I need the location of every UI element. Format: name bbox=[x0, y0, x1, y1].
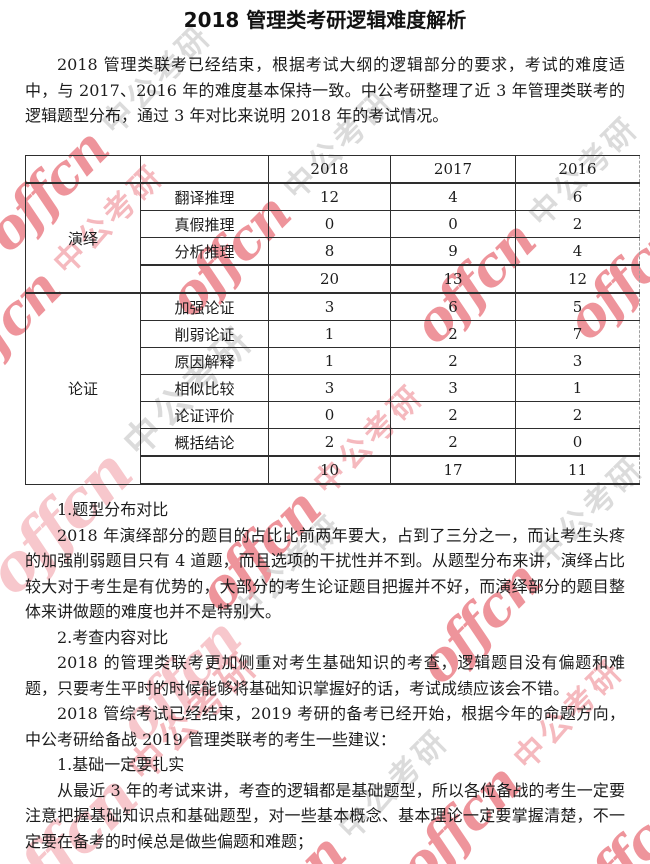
value-cell: 2 bbox=[390, 320, 516, 348]
subtotal-cell: 10 bbox=[268, 455, 391, 485]
analysis-sections: 1.题型分布对比 2018 年演绎部分的题目的占比比前两年要大，占到了三分之一，… bbox=[25, 497, 625, 854]
value-cell: 0 bbox=[268, 401, 391, 429]
paragraph-2019-advice: 2018 管综考试已经结束，2019 考研的备考已经开始，根据今年的命题方向，中… bbox=[25, 704, 625, 749]
subtotal-cell: 20 bbox=[268, 264, 391, 294]
subtotal-cell: 17 bbox=[390, 455, 516, 485]
table-header-row: 2018 2017 2016 bbox=[25, 155, 640, 184]
type-cell: 概括结论 bbox=[140, 428, 269, 457]
value-cell: 6 bbox=[390, 292, 516, 321]
type-cell: 论证评价 bbox=[140, 401, 269, 429]
value-cell: 9 bbox=[390, 237, 516, 266]
value-cell: 0 bbox=[268, 210, 391, 238]
table-row: 论证评价 0 2 2 bbox=[26, 401, 640, 429]
value-cell: 2 bbox=[390, 401, 516, 429]
subtotal-cell: 11 bbox=[515, 455, 640, 485]
type-cell bbox=[140, 455, 269, 485]
value-cell: 1 bbox=[268, 347, 391, 375]
intro-paragraph: 2018 管理类联考已经结束，根据考试大纲的逻辑部分的要求，考试的难度适中，与 … bbox=[25, 55, 625, 125]
value-cell: 3 bbox=[268, 292, 391, 321]
value-cell: 4 bbox=[515, 237, 640, 266]
type-cell: 加强论证 bbox=[140, 292, 269, 321]
value-cell: 0 bbox=[390, 210, 516, 238]
section-heading-foundation: 1.基础一定要扎实 bbox=[57, 755, 185, 774]
value-cell: 7 bbox=[515, 320, 640, 348]
type-cell: 原因解释 bbox=[140, 347, 269, 375]
value-cell: 1 bbox=[515, 374, 640, 402]
section-heading-distribution: 1.题型分布对比 bbox=[57, 500, 169, 519]
subtotal-cell: 12 bbox=[515, 264, 640, 294]
value-cell: 6 bbox=[515, 182, 640, 211]
type-cell: 真假推理 bbox=[140, 210, 269, 238]
header-cell-type bbox=[140, 155, 269, 184]
value-cell: 8 bbox=[268, 237, 391, 266]
table-row: 削弱论证 1 2 7 bbox=[26, 320, 640, 348]
value-cell: 3 bbox=[268, 374, 391, 402]
value-cell: 2 bbox=[268, 428, 391, 457]
table-row: 分析推理 8 9 4 bbox=[26, 237, 640, 266]
type-cell bbox=[140, 264, 269, 294]
value-cell: 2 bbox=[515, 210, 640, 238]
table-row: 真假推理 0 0 2 bbox=[26, 210, 640, 238]
header-cell-2017: 2017 bbox=[390, 155, 516, 184]
type-cell: 分析推理 bbox=[140, 237, 269, 266]
group-cell-deduction: 演绎 bbox=[25, 182, 141, 294]
type-cell: 削弱论证 bbox=[140, 320, 269, 348]
value-cell: 4 bbox=[390, 182, 516, 211]
type-cell: 翻译推理 bbox=[140, 182, 269, 211]
value-cell: 2 bbox=[515, 401, 640, 429]
type-cell: 相似比较 bbox=[140, 374, 269, 402]
question-type-table: 2018 2017 2016 演绎 翻译推理 12 4 6 真假推理 0 0 2… bbox=[25, 155, 640, 485]
section-body-foundation: 从最近 3 年的考试来讲，考查的逻辑都是基础题型，所以各位备战的考生一定要注意把… bbox=[25, 780, 625, 851]
section-heading-content: 2.考查内容对比 bbox=[57, 627, 169, 647]
subtotal-cell: 13 bbox=[390, 264, 516, 294]
value-cell: 2 bbox=[390, 428, 516, 457]
value-cell: 1 bbox=[268, 320, 391, 348]
table-subtotal-row: 10 17 11 bbox=[26, 455, 640, 485]
header-cell-2016: 2016 bbox=[515, 155, 640, 184]
value-cell: 5 bbox=[515, 292, 640, 321]
page-title: 2018 管理类考研逻辑难度解析 bbox=[183, 8, 467, 32]
header-cell-group bbox=[25, 155, 141, 184]
table-row: 原因解释 1 2 3 bbox=[26, 347, 640, 375]
group-cell-argument: 论证 bbox=[25, 292, 141, 485]
table-row: 演绎 翻译推理 12 4 6 bbox=[25, 182, 640, 294]
table-row: 概括结论 2 2 0 bbox=[26, 428, 640, 457]
value-cell: 3 bbox=[390, 374, 516, 402]
value-cell: 12 bbox=[268, 182, 391, 211]
value-cell: 0 bbox=[515, 428, 640, 457]
section-body-content: 2018 的管理类联考更加侧重对考生基础知识的考查，逻辑题目没有偏题和难题，只要… bbox=[25, 653, 625, 698]
table-row: 论证 加强论证 3 6 5 bbox=[25, 292, 640, 485]
header-cell-2018: 2018 bbox=[268, 155, 391, 184]
value-cell: 3 bbox=[515, 347, 640, 375]
section-body-distribution: 2018 年演绎部分的题目的占比比前两年要大，占到了三分之一，而让考生头疼的加强… bbox=[25, 525, 625, 622]
value-cell: 2 bbox=[390, 347, 516, 375]
